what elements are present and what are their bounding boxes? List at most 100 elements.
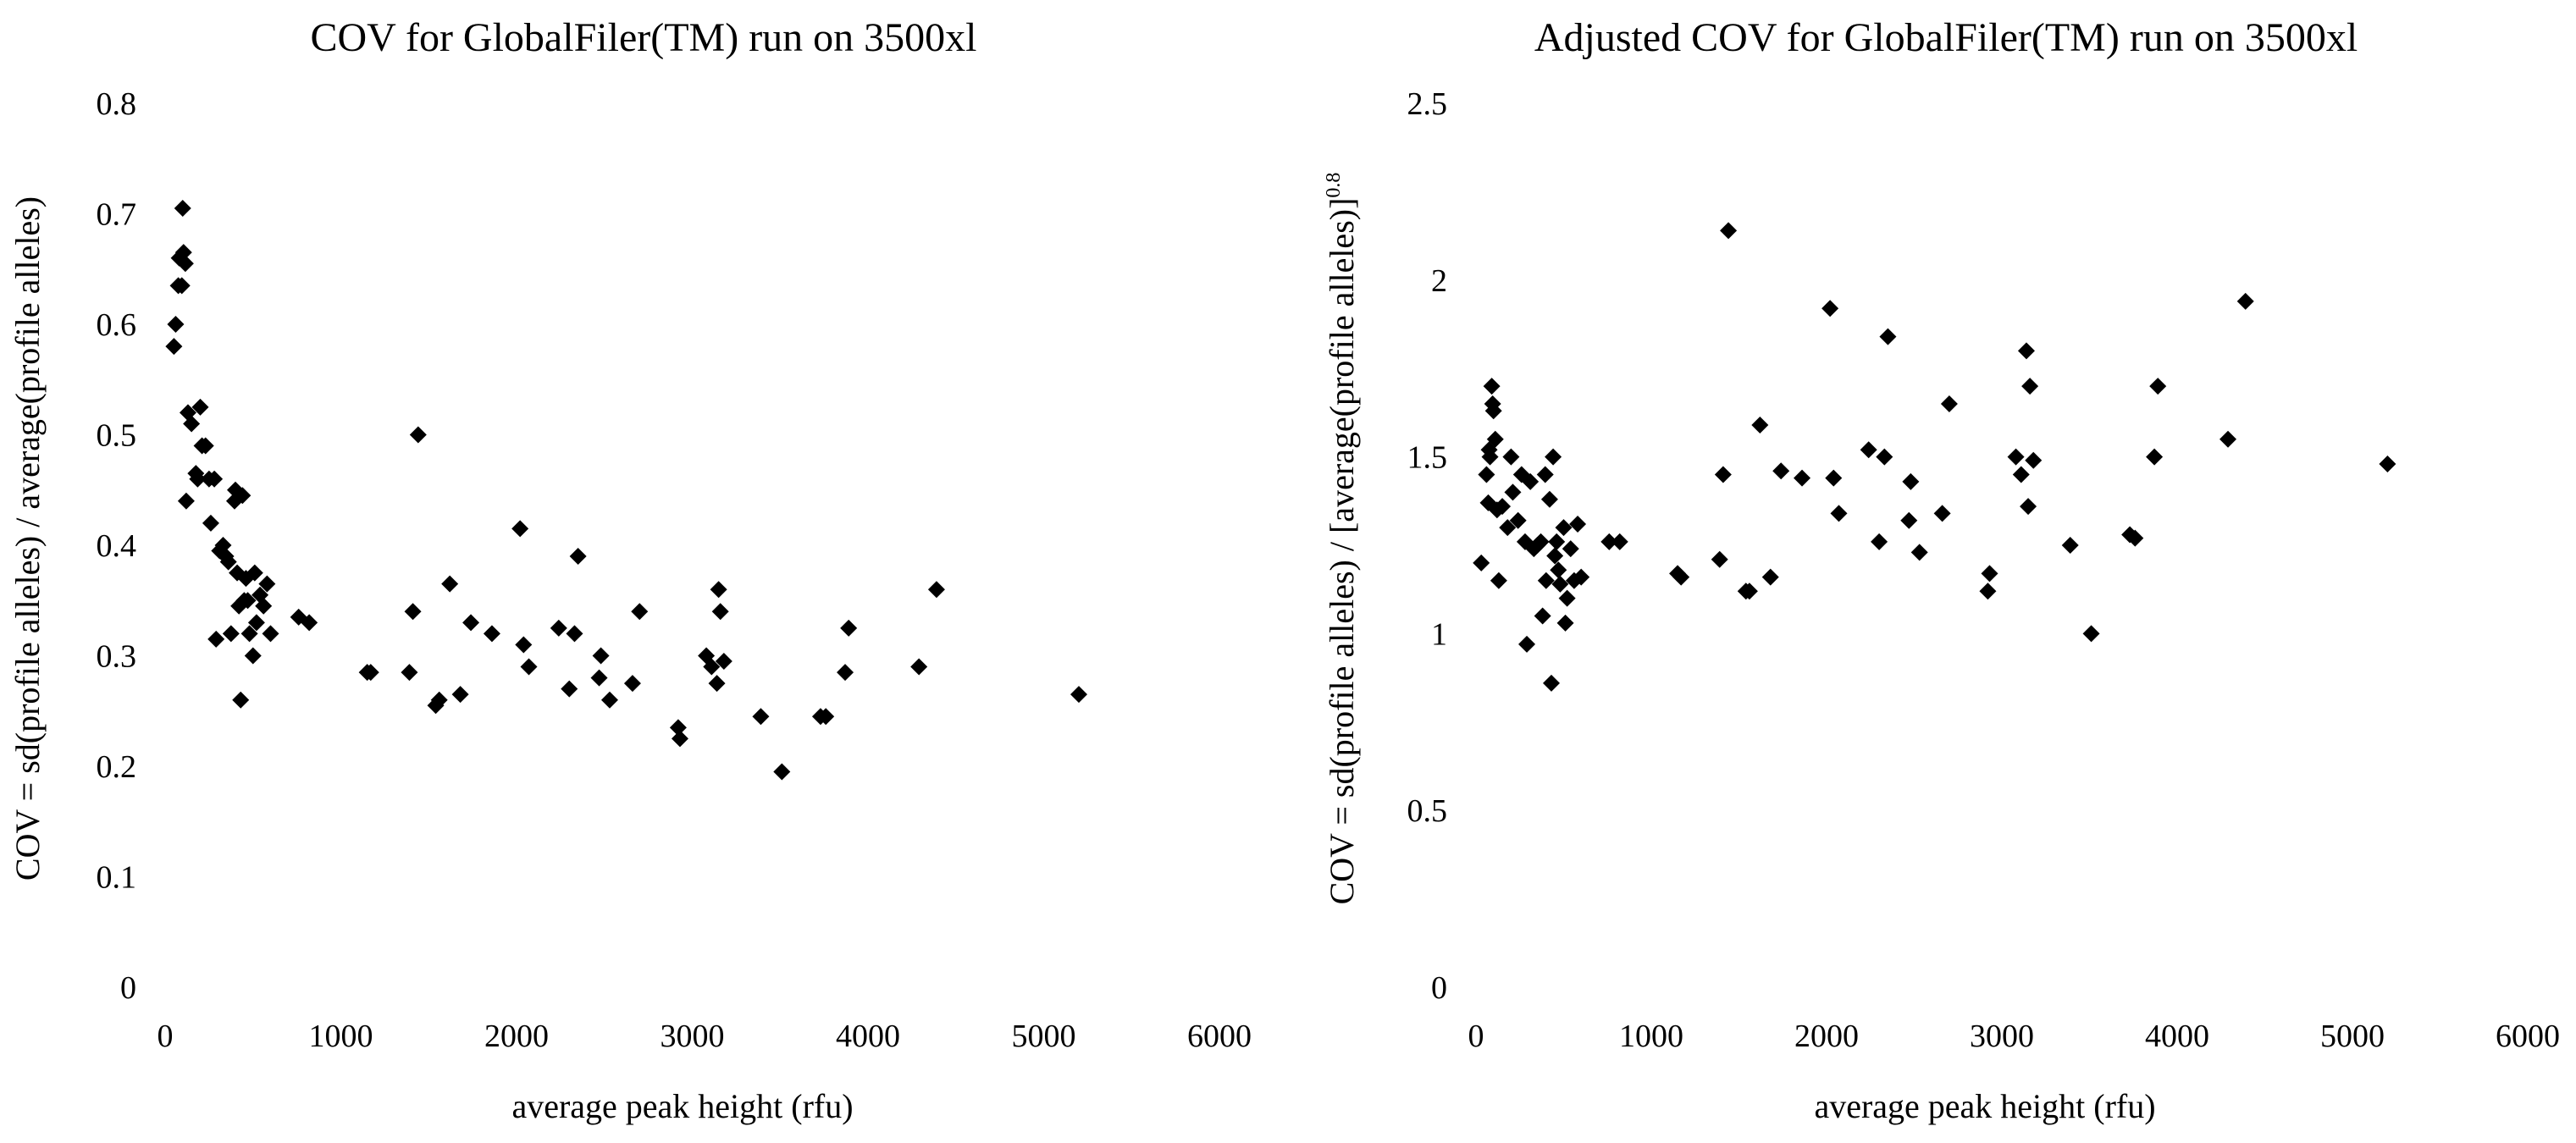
left-chart-y-tick-label: 0.5 <box>97 418 137 454</box>
left-chart-x-axis-label: average peak height (rfu) <box>511 1087 853 1125</box>
right-chart-x-tick-label: 6000 <box>2496 1019 2560 1054</box>
left-chart-data-point <box>483 625 500 643</box>
right-chart-y-axis-label-main: COV = sd(profile alleles) / [average(pro… <box>1323 198 1361 905</box>
left-chart-data-point <box>202 514 219 532</box>
right-chart-data-point <box>1483 378 1501 395</box>
right-chart-data-point <box>2017 342 2035 360</box>
left-chart-data-point <box>840 619 858 637</box>
right-chart-x-tick-label: 1000 <box>1619 1019 1683 1054</box>
left-chart-data-point <box>362 664 379 682</box>
right-chart-data-point <box>2082 625 2100 643</box>
right-chart-x-axis-label: average peak height (rfu) <box>1814 1087 2155 1125</box>
left-chart-data-point <box>206 470 224 488</box>
left-chart-data-point <box>222 625 240 643</box>
left-chart-data-point <box>430 691 448 709</box>
right-chart-y-axis-label-group: COV = sd(profile alleles) / [average(pro… <box>1323 173 1361 905</box>
left-chart-data-point <box>711 603 729 621</box>
left-chart-y-tick-label: 0.2 <box>97 749 137 785</box>
right-chart-x-tick-label: 0 <box>1468 1019 1484 1054</box>
left-chart-x-tick-label: 6000 <box>1187 1019 1252 1054</box>
right-chart-data-point <box>1546 547 1564 565</box>
right-chart-data-point <box>2146 448 2164 466</box>
right-chart-data-point <box>1871 533 1888 550</box>
left-chart-data-point <box>196 437 214 455</box>
right-chart-data-point <box>1902 472 1920 490</box>
left-chart-data-point <box>703 658 721 676</box>
right-chart-data-point <box>1981 565 1998 583</box>
right-chart-data-point <box>1556 614 1574 632</box>
right-chart-data-point <box>1545 448 1562 466</box>
left-chart-data-point <box>837 664 854 682</box>
left-chart-data-point <box>183 415 201 433</box>
right-chart-data-point <box>1504 483 1522 501</box>
left-chart-data-point <box>167 316 185 333</box>
right-chart-y-ticks: 0 0.5 1 1.5 2 2.5 <box>1407 86 1448 1006</box>
left-chart-x-ticks: 0 1000 2000 3000 4000 5000 6000 <box>158 1019 1252 1054</box>
right-chart-data-point <box>1555 519 1573 537</box>
right-chart-data-point <box>1499 519 1517 537</box>
left-chart-data-point <box>515 636 533 654</box>
left-chart-data-point <box>239 592 257 610</box>
left-chart-data-point <box>234 487 252 505</box>
right-chart-y-tick-label: 1 <box>1431 616 1447 652</box>
right-chart-data-point <box>1979 583 1997 600</box>
right-chart-x-tick-label: 3000 <box>1970 1019 2034 1054</box>
left-chart-x-tick-label: 5000 <box>1012 1019 1076 1054</box>
right-chart-data-point <box>1537 572 1555 589</box>
right-chart-data-point <box>1543 674 1561 692</box>
right-chart-data-point <box>2149 378 2167 395</box>
right-chart-y-tick-label: 2 <box>1431 263 1447 299</box>
left-chart-data-point <box>671 730 688 748</box>
left-chart-data-point <box>244 647 262 665</box>
left-chart-data-point <box>165 338 183 356</box>
right-chart-data-point <box>1672 568 1690 586</box>
right-chart-data-point <box>1714 466 1732 483</box>
left-chart-data-point <box>1070 686 1087 704</box>
right-chart-data-point <box>1486 430 1504 448</box>
left-chart-y-ticks: 0 0.1 0.2 0.3 0.4 0.5 0.6 0.7 0.8 <box>97 86 137 1006</box>
right-chart-data-point <box>1933 505 1951 522</box>
left-chart-data-point <box>520 658 538 676</box>
right-chart-data-point <box>1550 561 1567 579</box>
right-chart-data-point <box>1522 472 1540 490</box>
left-chart-data-point <box>401 664 418 682</box>
left-chart-points <box>165 199 1087 781</box>
right-chart-data-point <box>1494 498 1512 516</box>
left-chart-data-point <box>710 581 727 599</box>
right-chart-data-point <box>2021 378 2039 395</box>
right-chart-data-point <box>1830 505 1848 522</box>
left-chart-data-point <box>177 492 195 510</box>
left-chart-data-point <box>404 603 422 621</box>
right-chart-x-tick-label: 5000 <box>2320 1019 2385 1054</box>
left-chart-title: COV for GlobalFiler(TM) run on 3500xl <box>310 15 976 60</box>
left-chart-y-axis-label-group: COV = sd(profile alleles) / average(prof… <box>8 196 47 881</box>
right-chart-data-point <box>1761 568 1779 586</box>
right-chart-data-point <box>1573 568 1590 586</box>
right-chart-data-point <box>1772 462 1790 480</box>
right-chart-data-point <box>1558 589 1576 607</box>
right-chart-data-point <box>1490 572 1507 589</box>
left-chart-data-point <box>550 619 567 637</box>
right-chart-x-tick-label: 4000 <box>2145 1019 2209 1054</box>
right-chart-data-point <box>1509 511 1527 529</box>
right-chart-data-point <box>1876 448 1893 466</box>
left-chart-x-tick-label: 2000 <box>484 1019 549 1054</box>
left-chart-data-point <box>708 675 726 693</box>
left-chart-data-point <box>258 575 276 593</box>
left-chart-data-point <box>301 614 318 632</box>
left-chart-data-point <box>910 658 928 676</box>
right-chart-x-ticks: 0 1000 2000 3000 4000 5000 6000 <box>1468 1019 2561 1054</box>
left-chart-data-point <box>511 520 529 538</box>
right-chart-data-point <box>2025 451 2043 469</box>
right-chart-data-point <box>2020 498 2037 516</box>
left-chart-y-tick-label: 0 <box>120 970 136 1006</box>
right-chart-data-point <box>2236 292 2254 310</box>
right-chart-data-point <box>1562 540 1579 558</box>
left-chart-data-point <box>174 244 192 262</box>
left-chart-data-point <box>451 686 469 704</box>
right-chart-points <box>1473 222 2396 692</box>
right-chart-data-point <box>2007 448 2025 466</box>
left-chart-x-tick-label: 3000 <box>661 1019 725 1054</box>
left-chart-data-point <box>817 708 835 726</box>
right-chart-data-point <box>1569 515 1587 533</box>
